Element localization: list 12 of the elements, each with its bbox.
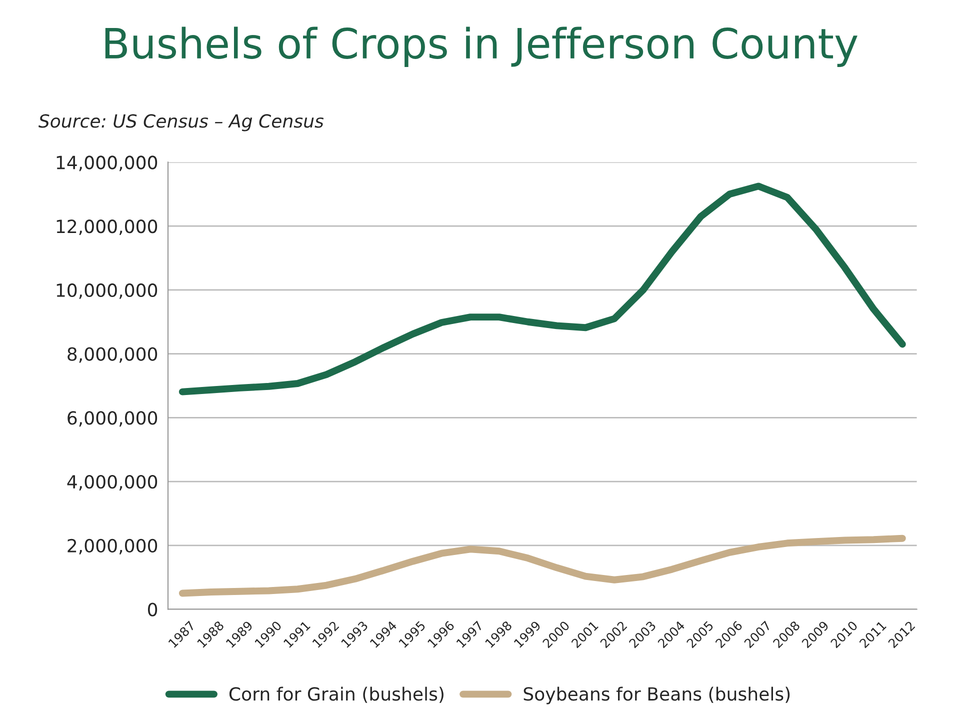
y-tick-label: 2,000,000 (68, 538, 158, 554)
y-tick-label: 4,000,000 (67, 474, 158, 490)
y-tick-label: 14,000,000 (56, 156, 158, 172)
y-tick-label: 6,000,000 (68, 411, 158, 427)
y-tick-label: 12,000,000 (56, 220, 158, 236)
legend-label: Corn for Grain (bushels) (229, 686, 444, 703)
chart-title: Bushels of Crops in Jefferson County (105, 26, 858, 68)
legend-label: Soybeans for Beans (bushels) (524, 686, 790, 704)
y-tick-label: 0 (148, 602, 158, 616)
source-note: Source: US Census – Ag Census (38, 114, 324, 132)
y-tick-label: 8,000,000 (68, 347, 158, 363)
y-tick-label: 10,000,000 (56, 283, 158, 299)
